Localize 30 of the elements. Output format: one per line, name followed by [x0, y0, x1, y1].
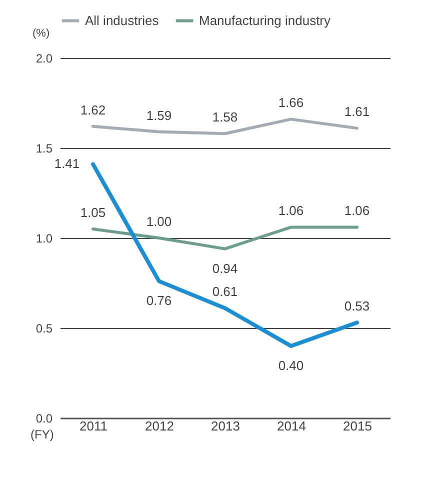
data-label: 0.94 [212, 260, 238, 276]
x-tick-label: 2013 [211, 418, 240, 434]
y-tick-label: 1.5 [36, 142, 53, 156]
data-label: 1.62 [80, 102, 106, 118]
data-label: 0.76 [146, 293, 172, 308]
x-tick-label: 2012 [145, 418, 174, 434]
x-tick-label: 2011 [80, 418, 108, 434]
data-label: 1.06 [278, 203, 304, 218]
x-tick-label: 2015 [343, 418, 372, 434]
data-label: 0.53 [344, 298, 370, 314]
data-label: 1.59 [146, 108, 172, 123]
y-tick-label: 2.0 [36, 52, 53, 66]
data-label: 1.66 [278, 95, 304, 110]
data-label: 1.00 [146, 214, 172, 229]
x-tick-label: 2014 [277, 418, 306, 434]
data-label: 1.41 [54, 156, 80, 172]
legend-label: Manufacturing industry [199, 12, 332, 28]
y-axis-title: (%) [32, 28, 50, 40]
data-label: 0.40 [278, 358, 304, 373]
data-label: 0.61 [212, 284, 238, 300]
legend-label: All industries [85, 12, 160, 28]
data-label: 1.05 [80, 205, 106, 220]
y-tick-label: 0.0 [36, 412, 53, 426]
data-label: 1.06 [344, 203, 370, 218]
x-axis-title: (FY) [30, 428, 54, 442]
line-series [92, 226, 358, 250]
data-label: 1.61 [344, 104, 370, 120]
y-tick-label: 1.0 [36, 232, 53, 246]
y-tick-label: 0.5 [36, 322, 53, 336]
data-label: 1.58 [212, 110, 238, 125]
